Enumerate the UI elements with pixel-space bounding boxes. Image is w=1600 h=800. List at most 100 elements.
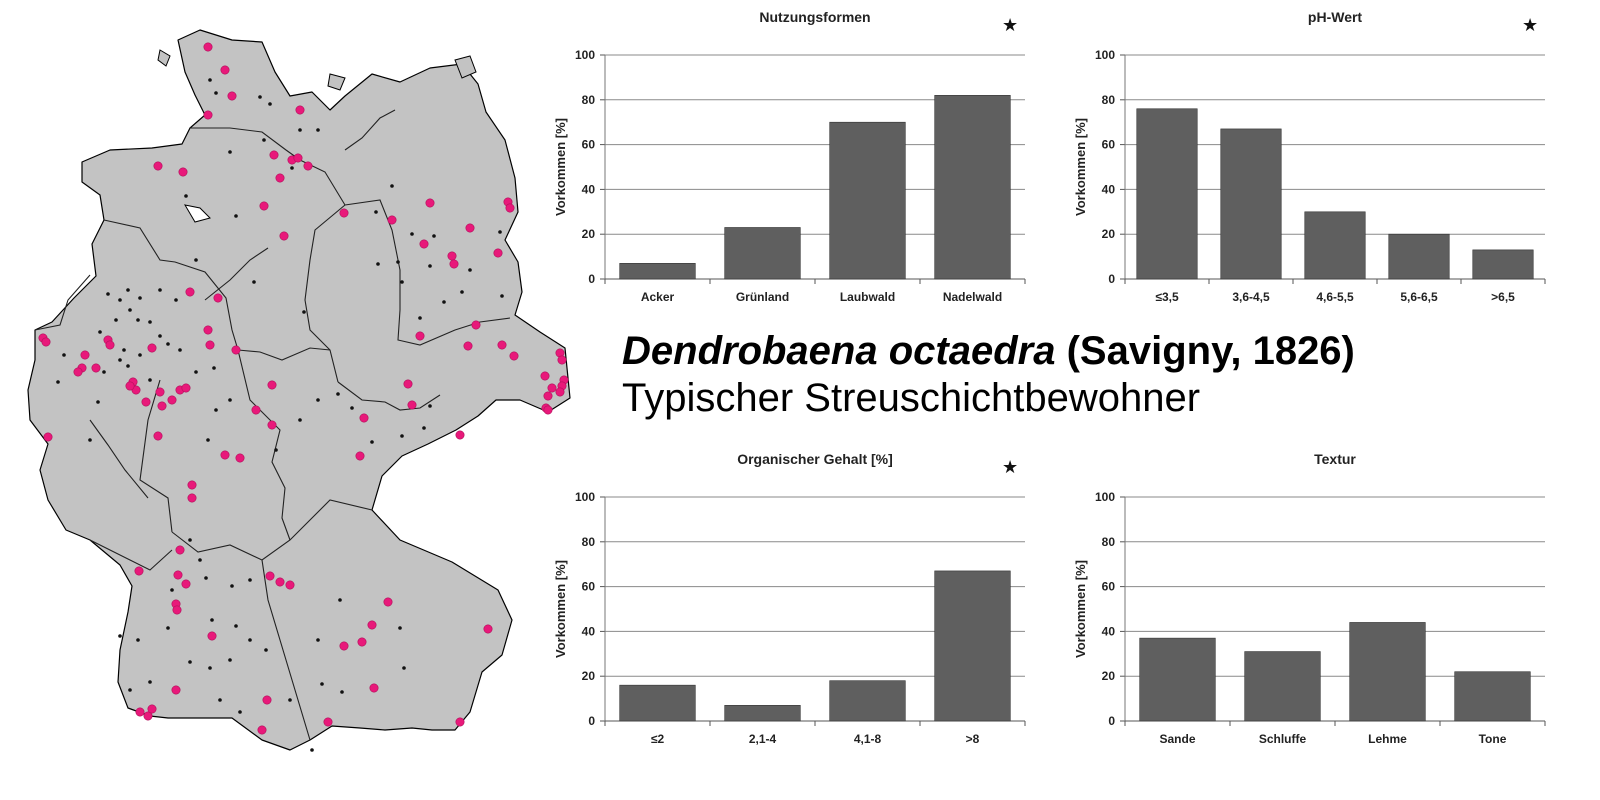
x-tick-label: 3,6-4,5 <box>1232 290 1270 304</box>
occurrence-dot-pink <box>323 717 333 727</box>
occurrence-dot-pink <box>407 400 417 410</box>
occurrence-dot-pink <box>207 631 217 641</box>
occurrence-dot-black <box>498 230 502 234</box>
occurrence-dot-pink <box>91 363 101 373</box>
bar <box>1220 128 1282 280</box>
occurrence-dot-black <box>248 578 252 582</box>
bar <box>1304 211 1366 280</box>
y-tick-label: 20 <box>582 669 596 683</box>
chart-title: Organischer Gehalt [%] <box>737 451 893 467</box>
occurrence-dot-pink <box>471 320 481 330</box>
y-tick-label: 60 <box>1102 580 1116 594</box>
occurrence-dot-pink <box>80 350 90 360</box>
occurrence-dot-pink <box>220 450 230 460</box>
y-tick-label: 100 <box>1095 48 1115 62</box>
significance-star: ★ <box>1002 457 1018 478</box>
occurrence-dot-black <box>208 666 212 670</box>
occurrence-dot-black <box>422 426 426 430</box>
y-tick-label: 100 <box>575 48 595 62</box>
bar <box>1388 233 1450 280</box>
occurrence-dot-black <box>170 588 174 592</box>
occurrence-dot-pink <box>293 153 303 163</box>
occurrence-dot-pink <box>267 420 277 430</box>
occurrence-dot-black <box>262 138 266 142</box>
occurrence-dot-black <box>106 292 110 296</box>
occurrence-dot-pink <box>251 405 261 415</box>
germany-outline <box>27 29 571 751</box>
occurrence-dot-black <box>500 294 504 298</box>
bar <box>724 705 801 722</box>
occurrence-dot-pink <box>279 231 289 241</box>
y-tick-label: 0 <box>588 272 595 286</box>
occurrence-dot-pink <box>157 401 167 411</box>
x-tick-label: >8 <box>966 732 980 746</box>
chart-ph-wert: pH-Wert ★ 0 20 40 60 80 100 Vorkommen [%] ≤3,5 3,6… <box>1070 0 1570 330</box>
x-tick-label: ≤2 <box>651 732 665 746</box>
occurrence-dot-black <box>428 264 432 268</box>
y-tick-label: 0 <box>1108 714 1115 728</box>
island-coast <box>157 49 477 223</box>
occurrence-dot-pink <box>134 566 144 576</box>
occurrence-dot-pink <box>187 493 197 503</box>
y-tick-label: 80 <box>582 93 596 107</box>
occurrence-dot-pink <box>181 383 191 393</box>
bar <box>829 121 906 280</box>
occurrence-dot-black <box>432 234 436 238</box>
occurrence-dot-black <box>218 698 222 702</box>
occurrence-dot-black <box>418 316 422 320</box>
occurrence-dot-black <box>148 320 152 324</box>
occurrence-dot-pink <box>339 208 349 218</box>
y-axis-label: Vorkommen [%] <box>1073 118 1088 216</box>
bar <box>724 227 801 280</box>
occurrence-dot-black <box>336 392 340 396</box>
y-tick-label: 60 <box>582 138 596 152</box>
occurrence-dot-black <box>258 95 262 99</box>
occurrence-dot-black <box>340 690 344 694</box>
occurrence-dot-black <box>122 348 126 352</box>
chart-title: Nutzungsformen <box>759 9 870 25</box>
occurrence-dot-pink <box>41 337 51 347</box>
occurrence-dot-pink <box>257 725 267 735</box>
occurrence-dot-pink <box>465 223 475 233</box>
bar <box>1139 637 1216 722</box>
bar <box>1349 622 1426 722</box>
y-tick-label: 20 <box>582 227 596 241</box>
occurrence-dot-pink <box>463 341 473 351</box>
occurrence-dot-black <box>302 310 306 314</box>
y-tick-label: 20 <box>1102 227 1116 241</box>
occurrence-dot-black <box>138 296 142 300</box>
occurrence-dot-pink <box>540 371 550 381</box>
y-tick-label: 80 <box>582 535 596 549</box>
occurrence-dot-black <box>212 366 216 370</box>
bar <box>934 570 1011 722</box>
occurrence-dot-black <box>288 698 292 702</box>
x-tick-label: Laubwald <box>840 290 895 304</box>
y-tick-label: 80 <box>1102 535 1116 549</box>
occurrence-dot-pink <box>339 641 349 651</box>
occurrence-dot-pink <box>557 355 567 365</box>
occurrence-dot-black <box>338 598 342 602</box>
occurrence-dot-black <box>114 318 118 322</box>
occurrence-dot-black <box>194 258 198 262</box>
occurrence-dot-black <box>374 210 378 214</box>
occurrence-dot-black <box>62 353 66 357</box>
chart-textur: Textur 0 20 40 60 80 100 Vorkommen [%] Sande Schl… <box>1070 442 1570 772</box>
occurrence-dot-black <box>136 318 140 322</box>
occurrence-dot-pink <box>172 605 182 615</box>
occurrence-dot-pink <box>147 704 157 714</box>
occurrence-dot-black <box>204 576 208 580</box>
occurrence-dot-pink <box>185 287 195 297</box>
occurrence-dot-pink <box>235 453 245 463</box>
occurrence-dot-black <box>184 194 188 198</box>
occurrence-dot-pink <box>547 383 557 393</box>
y-axis-label: Vorkommen [%] <box>1073 560 1088 658</box>
occurrence-dot-pink <box>135 707 145 717</box>
occurrence-dot-black <box>428 404 432 408</box>
bar <box>619 263 696 280</box>
occurrence-dot-black <box>136 638 140 642</box>
occurrence-dot-pink <box>543 405 553 415</box>
occurrence-dot-pink <box>153 431 163 441</box>
significance-star: ★ <box>1522 15 1538 36</box>
bar <box>1244 651 1321 722</box>
state-borders <box>34 109 511 741</box>
